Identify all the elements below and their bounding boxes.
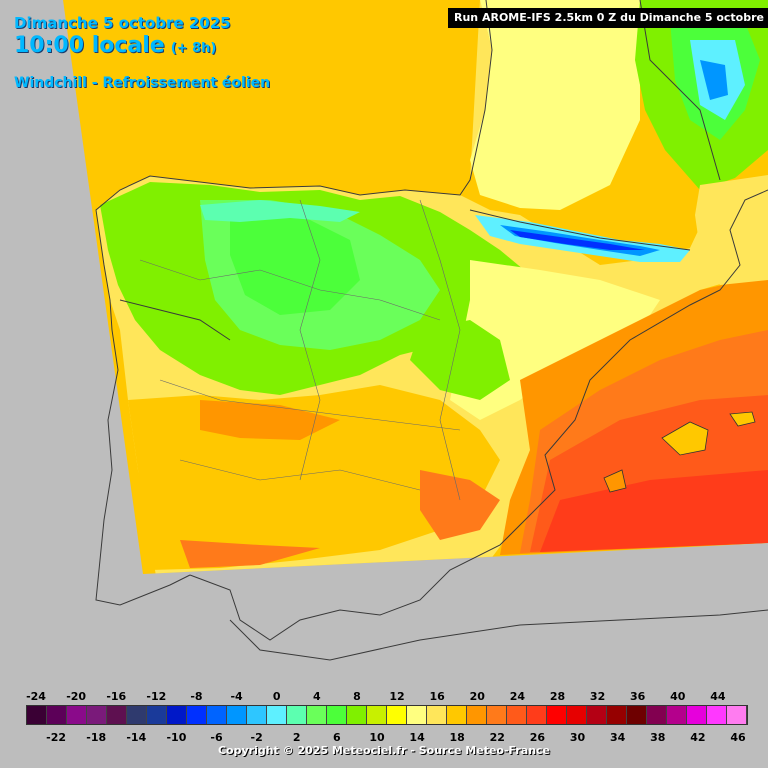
france-yellow <box>470 0 640 210</box>
legend-tick-label: 8 <box>353 690 361 703</box>
legend-tick-label: 44 <box>710 690 726 703</box>
med-deep-red <box>540 470 768 552</box>
legend-swatch <box>387 706 407 724</box>
parameter-title: Windchill - Refroissement éolien <box>14 75 271 91</box>
menorca <box>729 411 756 427</box>
legend-swatch <box>347 706 367 724</box>
cantabrian-cyan <box>200 200 360 222</box>
legend-swatch <box>267 706 287 724</box>
southeast-orange <box>420 470 500 540</box>
forecast-date: Dimanche 5 octobre 2025 <box>14 14 231 32</box>
lead-time: (+ 8h) <box>170 41 217 56</box>
legend-tick-label: -18 <box>86 731 107 744</box>
legend-swatch <box>87 706 107 724</box>
legend-tick-label: 32 <box>589 690 606 703</box>
legend-tick-label: 28 <box>549 690 566 703</box>
legend-tick-label: 40 <box>670 690 686 703</box>
legend-tick-label: 4 <box>312 690 321 703</box>
legend-swatch <box>507 706 527 724</box>
legend-tick-label: 20 <box>469 690 485 703</box>
legend-tick-label: 30 <box>569 731 586 744</box>
legend-swatch <box>587 706 607 724</box>
legend-tick-label: 12 <box>389 690 405 703</box>
legend-swatch <box>727 706 747 724</box>
legend-tick-label: 6 <box>333 731 341 744</box>
legend-tick-label: 24 <box>509 690 526 703</box>
legend-swatch <box>47 706 67 724</box>
legend-swatch <box>307 706 327 724</box>
legend-swatch <box>667 706 687 724</box>
legend-swatch <box>287 706 307 724</box>
legend-tick-label: 42 <box>690 731 706 744</box>
legend-swatch <box>487 706 507 724</box>
legend-swatch <box>227 706 247 724</box>
legend-tick-label: -6 <box>210 731 223 744</box>
legend-tick-label: -16 <box>106 690 127 703</box>
legend-swatch <box>627 706 647 724</box>
legend-tick-label: 0 <box>272 690 281 703</box>
legend-tick-label: 26 <box>529 731 546 744</box>
legend-tick-label: 10 <box>369 731 385 744</box>
legend-swatch <box>187 706 207 724</box>
legend-tick-label: -4 <box>230 690 243 703</box>
south-coast-orange <box>180 540 320 568</box>
local-time: 10:00 locale <box>14 33 165 58</box>
legend-swatch <box>567 706 587 724</box>
iberian-range-green <box>410 320 510 400</box>
legend-tick-label: -2 <box>250 731 263 744</box>
legend-tick-label: 22 <box>489 731 505 744</box>
legend-swatch <box>407 706 427 724</box>
legend-tick-label: 18 <box>449 731 465 744</box>
ibiza <box>603 469 627 493</box>
legend-swatch <box>327 706 347 724</box>
legend-swatch <box>707 706 727 724</box>
legend-swatch <box>687 706 707 724</box>
legend-tick-label: -8 <box>190 690 203 703</box>
legend-tick-label: 16 <box>429 690 445 703</box>
run-info: Run AROME-IFS 2.5km 0 Z du Dimanche 5 oc… <box>448 8 768 28</box>
legend-swatch <box>167 706 187 724</box>
legend-tick-label: -12 <box>146 690 167 703</box>
mallorca <box>661 421 709 456</box>
legend-swatch <box>207 706 227 724</box>
legend-tick-label: 34 <box>609 731 626 744</box>
legend-tick-label: -20 <box>66 690 87 703</box>
legend-swatch <box>527 706 547 724</box>
legend-swatch <box>427 706 447 724</box>
regional-borders <box>139 199 461 501</box>
legend-swatch <box>67 706 87 724</box>
alps-blue <box>700 60 728 100</box>
pyrenees-darkblue <box>510 230 645 250</box>
legend-swatch <box>247 706 267 724</box>
meseta-core <box>230 215 360 315</box>
coastlines <box>95 0 768 661</box>
legend-swatch <box>127 706 147 724</box>
legend-swatch <box>367 706 387 724</box>
legend-swatch <box>107 706 127 724</box>
legend-tick-label: -22 <box>46 731 67 744</box>
legend-swatch <box>27 706 47 724</box>
color-scale <box>26 705 748 725</box>
legend-tick-label: 46 <box>730 731 746 744</box>
legend-tick-label: 38 <box>650 731 666 744</box>
legend-tick-label: 36 <box>630 690 646 703</box>
gulf-lion-yellow <box>695 175 768 285</box>
legend-swatch <box>607 706 627 724</box>
legend-swatch <box>447 706 467 724</box>
legend-swatch <box>547 706 567 724</box>
legend-tick-label: 2 <box>292 731 301 744</box>
legend-swatch <box>467 706 487 724</box>
forecast-time: 10:00 locale (+ 8h) <box>14 33 216 58</box>
copyright: Copyright © 2025 Meteociel.fr - Source M… <box>217 744 551 757</box>
legend-tick-label: -10 <box>166 731 187 744</box>
legend-tick-label: -24 <box>26 690 46 703</box>
legend-swatch <box>647 706 667 724</box>
legend-tick-label: -14 <box>126 731 147 744</box>
legend-swatch <box>147 706 167 724</box>
legend-tick-label: 14 <box>409 731 425 744</box>
south-orange-dark <box>200 400 340 440</box>
